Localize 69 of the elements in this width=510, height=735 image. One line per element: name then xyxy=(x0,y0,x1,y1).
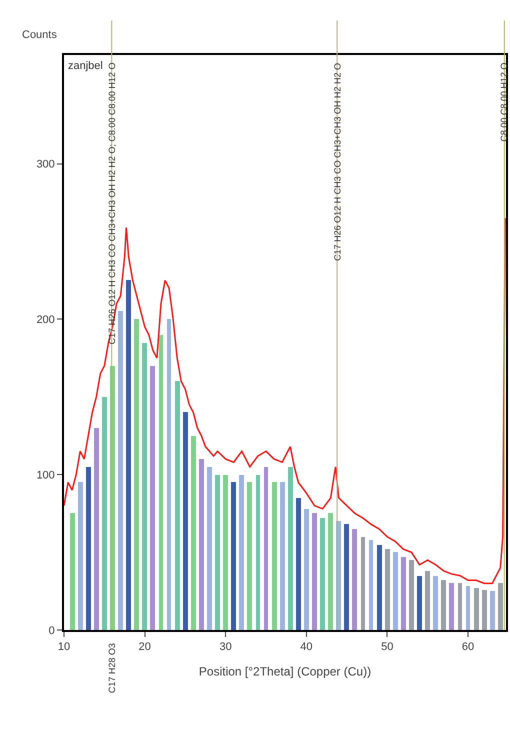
bar xyxy=(417,576,422,630)
bar xyxy=(118,311,123,630)
bar xyxy=(70,513,75,630)
bar xyxy=(78,482,83,630)
bar xyxy=(482,590,487,630)
x-tick-label: 50 xyxy=(381,641,394,654)
x-axis-title: Position [°2Theta] (Copper (Cu)) xyxy=(198,664,372,679)
bar xyxy=(256,475,260,630)
bar xyxy=(449,583,454,630)
y-tick-label: 100 xyxy=(36,469,55,482)
bar xyxy=(150,366,155,630)
x-tick-label: 40 xyxy=(300,641,313,654)
bar xyxy=(458,583,462,630)
bar xyxy=(288,467,293,630)
bar xyxy=(304,509,309,630)
bar xyxy=(328,513,333,630)
bar xyxy=(296,498,301,630)
bar xyxy=(474,588,479,630)
bar xyxy=(377,545,382,630)
bar xyxy=(175,381,180,630)
annotation: zanjbel xyxy=(68,60,103,72)
text: C17 H28 O3 xyxy=(107,643,118,694)
bar xyxy=(385,549,390,630)
bar xyxy=(393,552,398,630)
bar xyxy=(320,518,325,630)
x-tick-label: 20 xyxy=(138,641,151,654)
bar xyxy=(159,335,163,630)
bar xyxy=(247,482,252,630)
bar xyxy=(191,436,196,630)
ref-line-label: C8.00 C8.00 H12 O xyxy=(499,62,510,142)
bar xyxy=(223,475,228,630)
bar xyxy=(134,319,139,630)
y-tick-label: 300 xyxy=(36,158,55,171)
bar xyxy=(94,428,99,630)
bar xyxy=(215,475,220,630)
y-axis-title: Counts xyxy=(22,29,58,41)
bar xyxy=(207,467,212,630)
bar xyxy=(183,412,188,630)
bar xyxy=(167,319,171,630)
ref-line-label: C17 H26 O12 H CH3 CO CH3+CH3 OH H2 H2 O; C8.00 C8.00 H12 O xyxy=(106,62,117,344)
bar xyxy=(312,513,317,630)
y-tick-label: 0 xyxy=(48,624,55,637)
bar xyxy=(231,482,236,630)
bar xyxy=(433,576,438,630)
bar xyxy=(264,467,268,630)
bar xyxy=(401,557,406,630)
bar xyxy=(142,343,147,630)
bar xyxy=(352,529,357,630)
bar xyxy=(199,459,204,630)
bar xyxy=(86,467,91,630)
ref-line-label: C17 H26 O12 H CH3 CO CH3+CH3 OH H2 H2 O xyxy=(332,63,342,261)
bar xyxy=(126,280,131,630)
bar xyxy=(498,583,503,630)
bar xyxy=(466,586,470,630)
bar xyxy=(344,524,349,630)
x-tick-label: 10 xyxy=(58,641,70,654)
bar xyxy=(361,537,365,630)
bar xyxy=(272,482,277,630)
bar xyxy=(239,475,244,630)
x-tick-label: 60 xyxy=(462,641,474,654)
bar xyxy=(441,580,446,630)
bar xyxy=(369,540,373,630)
y-tick-label: 200 xyxy=(36,314,55,326)
bar xyxy=(409,560,414,630)
bar xyxy=(280,482,285,630)
x-tick-label: 30 xyxy=(219,641,232,654)
bar xyxy=(102,397,107,630)
bar xyxy=(425,571,430,630)
bar xyxy=(490,591,495,630)
